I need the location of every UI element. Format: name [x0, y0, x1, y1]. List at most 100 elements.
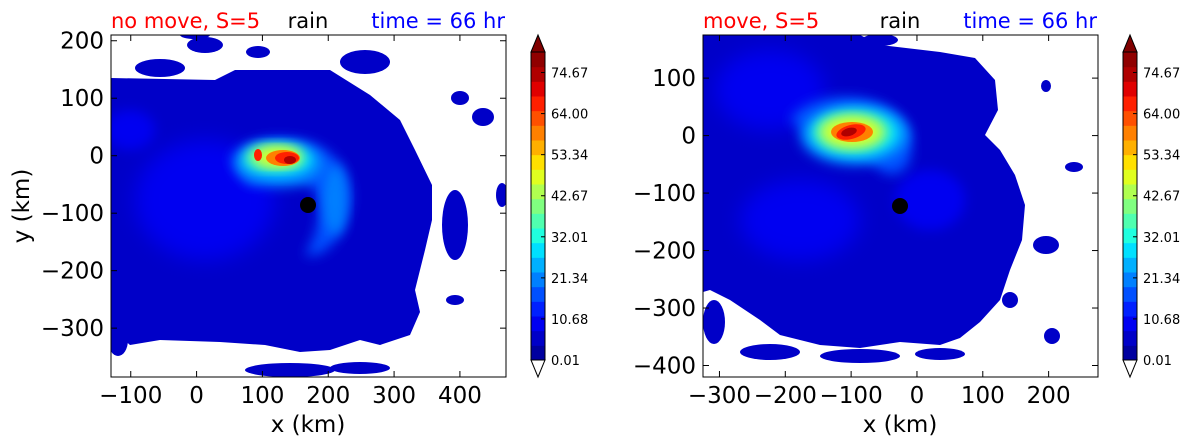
left-colorbar-color-band [531, 242, 545, 258]
left-colorbar-color-band [531, 52, 545, 68]
right-title-center: rain [880, 9, 921, 33]
right-colorbar-color-band [1123, 125, 1137, 141]
right-ytick-label: 100 [652, 66, 696, 92]
right-xtick-label: −200 [754, 383, 817, 409]
left-colorbar-over-triangle [530, 33, 546, 53]
left-ytick-label: 0 [89, 144, 104, 170]
left-xlabel: x (km) [271, 412, 346, 438]
right-colorbar-color-band [1123, 257, 1137, 273]
right-colorbar-color-band [1123, 286, 1137, 302]
right-title-right: time = 66 hr [963, 9, 1097, 33]
right-xtick-label: 200 [1027, 383, 1071, 409]
left-colorbar-tick-label: 64.00 [551, 108, 588, 123]
right-colorbar-color-band [1123, 242, 1137, 258]
left-colorbar-color-band [531, 154, 545, 170]
right-storm-center [892, 198, 908, 214]
right-colorbar-color-band [1123, 96, 1137, 112]
left-colorbar-color-band [531, 140, 545, 156]
right-colorbar-tick-label: 53.34 [1143, 149, 1180, 164]
left-xtick-label: 0 [189, 383, 204, 409]
right-ytick-label: −300 [633, 296, 696, 322]
right-colorbar-tick-label: 42.67 [1143, 190, 1180, 205]
right-rain-field [703, 35, 1098, 377]
left-colorbar-color-band [531, 184, 545, 200]
right-ytick-label: 0 [681, 124, 696, 150]
left-colorbar: 0.01 10.68 21.34 32.01 42.67 53.34 64.00 74.67 [530, 33, 588, 379]
left-colorbar-color-band [531, 66, 545, 82]
right-titles: move, S=5 rain time = 66 hr [703, 9, 1097, 33]
right-colorbar-frame [1122, 51, 1138, 361]
left-colorbar-tick-label: 42.67 [551, 190, 588, 205]
left-colorbar-color-band [531, 169, 545, 185]
left-colorbar-color-band [531, 316, 545, 332]
right-colorbar-tick-label: 0.01 [1143, 354, 1172, 369]
left-title-left: no move, S=5 [111, 9, 260, 33]
left-colorbar-tick-label: 0.01 [551, 354, 580, 369]
left-colorbar-color-band [531, 228, 545, 244]
right-colorbar-tick-label: 10.68 [1143, 313, 1180, 328]
right-colorbar-color-band [1123, 301, 1137, 317]
left-colorbar-color-band [531, 345, 545, 361]
right-colorbar: 0.01 10.68 21.34 32.01 42.67 53.34 64.00 74.67 [1122, 33, 1180, 379]
left-rain-core [111, 110, 351, 260]
left-colorbar-tick-label: 10.68 [551, 313, 588, 328]
right-colorbar-color-band [1123, 345, 1137, 361]
right-ytick-label: −200 [633, 239, 696, 265]
left-axes-ticks: −100 0 100 200 300 400 −300 −200 −100 0 100 200 [41, 29, 506, 409]
right-colorbar-under-triangle [1122, 359, 1138, 379]
right-colorbar-color-band [1123, 330, 1137, 346]
left-colorbar-tick-label: 32.01 [551, 231, 588, 246]
left-ytick-label: −300 [41, 316, 104, 342]
right-colorbar-color-band [1123, 316, 1137, 332]
left-storm-center [300, 197, 316, 213]
left-ytick-label: −100 [41, 201, 104, 227]
right-colorbar-color-band [1123, 184, 1137, 200]
left-rain-field [111, 35, 506, 377]
left-ytick-label: −200 [41, 259, 104, 285]
left-colorbar-color-band [531, 286, 545, 302]
left-ytick-label: 200 [60, 29, 104, 55]
left-xtick-label: 300 [372, 383, 416, 409]
right-axes-frame [702, 34, 1099, 378]
right-colorbar-color-band [1123, 140, 1137, 156]
left-ylabel: y (km) [9, 169, 35, 244]
left-title-center: rain [288, 9, 329, 33]
right-colorbar-tick-label: 32.01 [1143, 231, 1180, 246]
left-colorbar-color-band [531, 110, 545, 126]
left-colorbar-frame [530, 51, 546, 361]
left-colorbar-color-band [531, 330, 545, 346]
left-colorbar-tick-label: 21.34 [551, 272, 588, 287]
left-titles: no move, S=5 rain time = 66 hr [111, 9, 505, 33]
left-colorbar-color-band [531, 81, 545, 97]
right-colorbar-color-band [1123, 52, 1137, 68]
right-colorbar-color-band [1123, 198, 1137, 214]
right-panel: move, S=5 rain time = 66 hr [633, 9, 1099, 438]
left-xtick-label: 400 [438, 383, 482, 409]
right-colorbar-color-band [1123, 213, 1137, 229]
left-xtick-label: 100 [240, 383, 284, 409]
right-colorbar-color-band [1123, 169, 1137, 185]
right-title-left: move, S=5 [703, 9, 819, 33]
left-rain-islands [111, 35, 506, 377]
left-colorbar-color-band [531, 272, 545, 288]
left-xtick-label: −100 [99, 383, 162, 409]
left-title-right: time = 66 hr [371, 9, 505, 33]
left-colorbar-color-band [531, 257, 545, 273]
left-colorbar-tick-label: 53.34 [551, 149, 588, 164]
right-colorbar-color-band [1123, 154, 1137, 170]
right-ytick-label: −400 [633, 354, 696, 380]
left-colorbar-tick-label: 74.67 [551, 67, 588, 82]
left-panel: no move, S=5 rain time = 66 hr [9, 9, 507, 438]
right-colorbar-color-band [1123, 66, 1137, 82]
right-colorbar-color-band [1123, 272, 1137, 288]
right-colorbar-over-triangle [1122, 33, 1138, 53]
left-axes-frame [110, 34, 507, 378]
right-colorbar-tick-label: 74.67 [1143, 67, 1180, 82]
left-xtick-label: 200 [306, 383, 350, 409]
left-colorbar-under-triangle [530, 359, 546, 379]
right-colorbar-color-band [1123, 81, 1137, 97]
right-xtick-label: −300 [688, 383, 751, 409]
right-colorbar-tick-label: 64.00 [1143, 108, 1180, 123]
